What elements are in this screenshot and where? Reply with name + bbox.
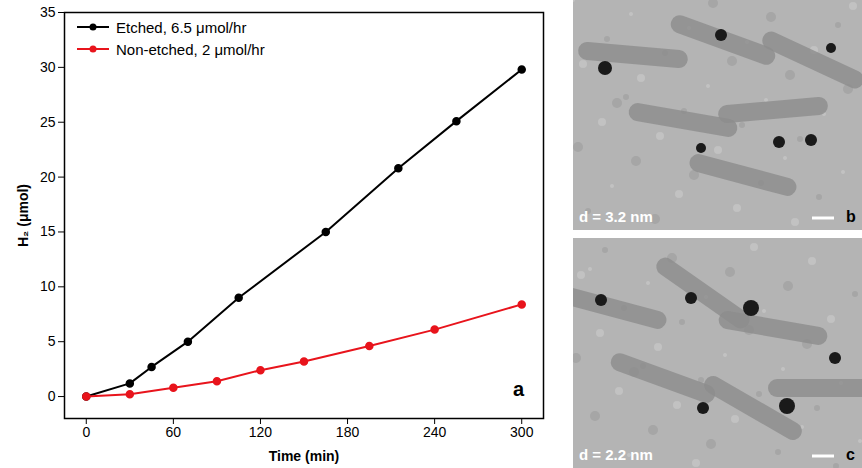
svg-text:c: c <box>846 446 855 463</box>
svg-text:10: 10 <box>40 278 56 294</box>
svg-text:0: 0 <box>48 388 56 404</box>
svg-text:180: 180 <box>336 424 360 440</box>
svg-text:Time (min): Time (min) <box>269 448 340 464</box>
svg-text:35: 35 <box>40 4 56 20</box>
svg-text:0: 0 <box>82 424 90 440</box>
svg-text:20: 20 <box>40 169 56 185</box>
svg-text:d = 3.2 nm: d = 3.2 nm <box>579 208 653 225</box>
svg-text:60: 60 <box>166 424 182 440</box>
svg-text:15: 15 <box>40 223 56 239</box>
svg-text:300: 300 <box>510 424 534 440</box>
html-text:Non-etched, 2 μmol/hr: Non-etched, 2 μmol/hr <box>116 40 265 58</box>
svg-text:120: 120 <box>249 424 273 440</box>
html-text:Etched, 6.5 μmol/hr: Etched, 6.5 μmol/hr <box>116 18 247 36</box>
svg-text:d = 2.2 nm: d = 2.2 nm <box>579 446 653 463</box>
svg-text:H₂ (μmol): H₂ (μmol) <box>15 184 31 247</box>
svg-text:25: 25 <box>40 114 56 130</box>
svg-text:b: b <box>846 208 856 225</box>
svg-text:5: 5 <box>48 333 56 349</box>
svg-text:240: 240 <box>423 424 447 440</box>
svg-text:30: 30 <box>40 59 56 75</box>
html-text:a: a <box>513 378 525 400</box>
